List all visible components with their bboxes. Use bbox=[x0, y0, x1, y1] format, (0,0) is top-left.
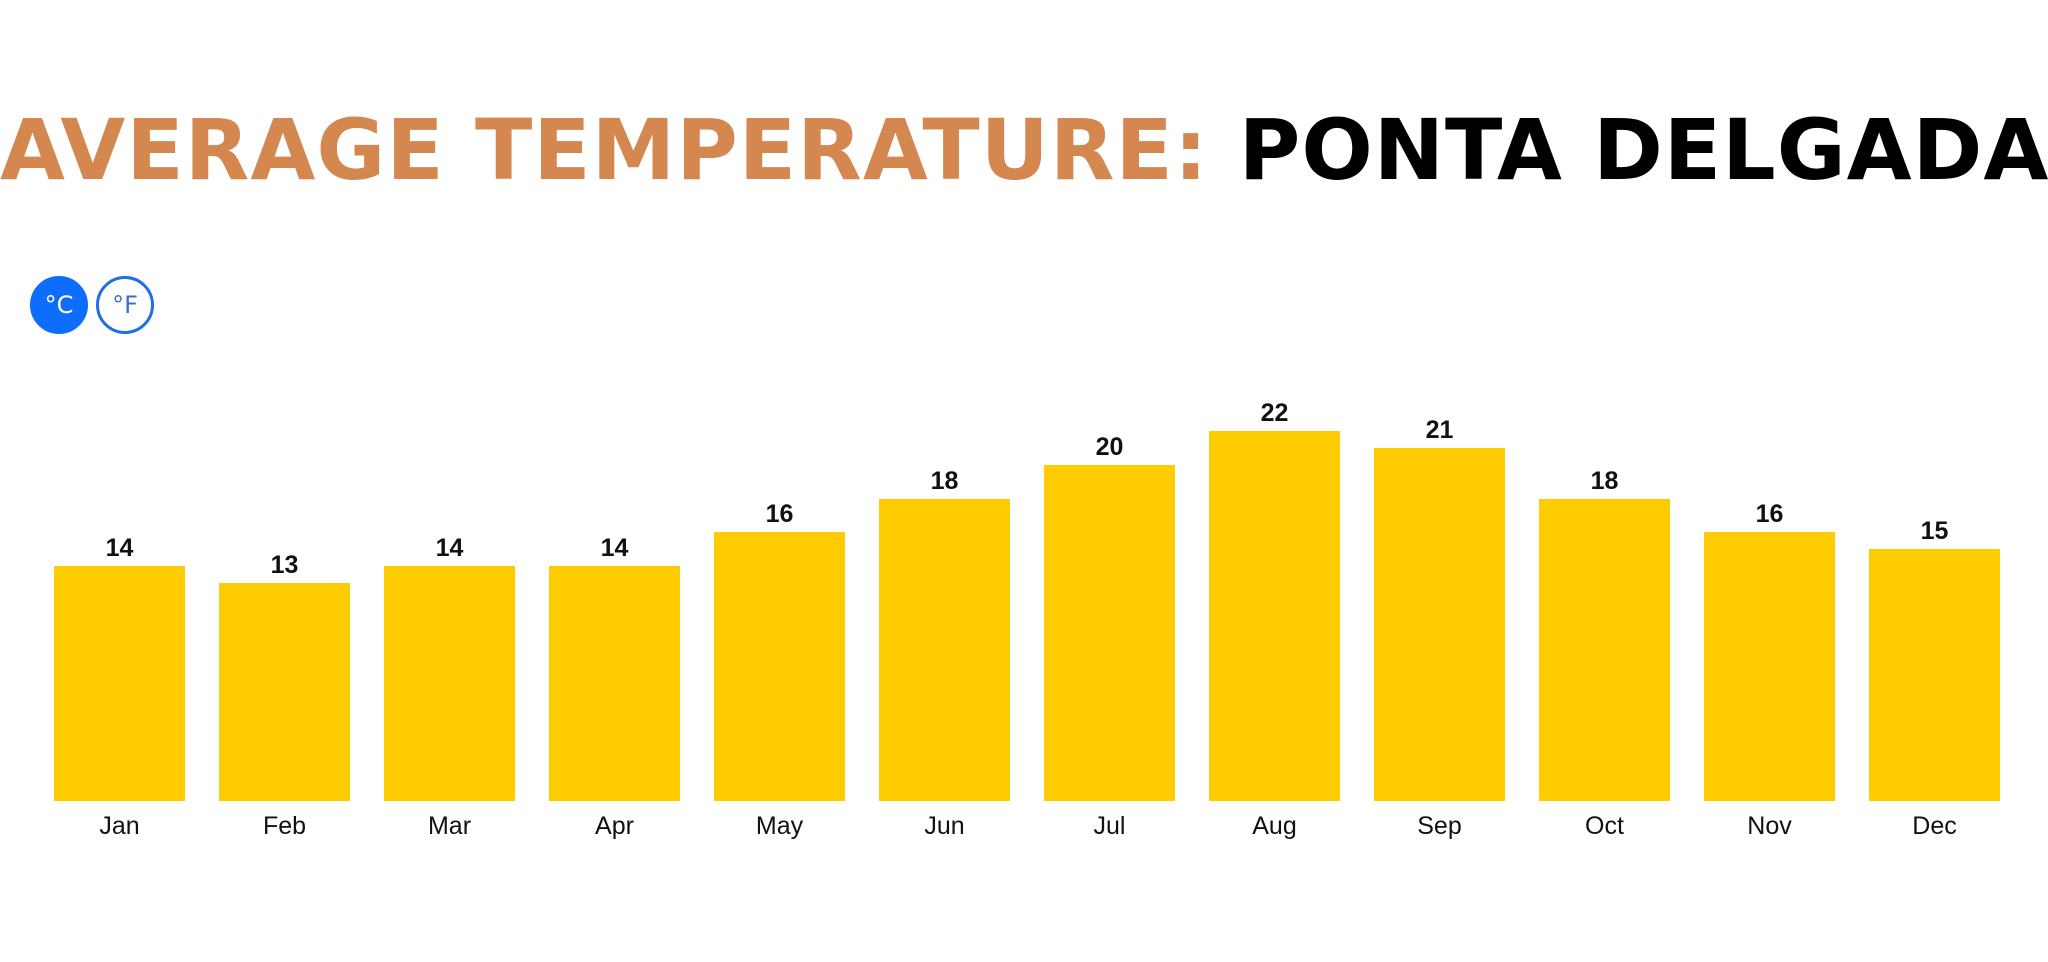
bar-value-label: 14 bbox=[105, 534, 134, 562]
x-axis-label: Aug bbox=[1252, 812, 1297, 840]
bar-apr[interactable] bbox=[549, 566, 680, 801]
bar-sep[interactable] bbox=[1374, 448, 1505, 801]
bar-value-label: 14 bbox=[435, 534, 464, 562]
bar-value-label: 21 bbox=[1425, 416, 1454, 444]
celsius-button[interactable]: °C bbox=[30, 276, 88, 334]
bar-jun[interactable] bbox=[879, 499, 1010, 801]
unit-toggle: °C °F bbox=[30, 276, 154, 334]
bar-value-label: 15 bbox=[1920, 517, 1949, 545]
x-axis-label: Sep bbox=[1417, 812, 1462, 840]
x-axis-label: May bbox=[755, 812, 804, 840]
title-place: PONTA DELGADA bbox=[1238, 101, 2048, 199]
fahrenheit-button[interactable]: °F bbox=[96, 276, 154, 334]
bar-oct[interactable] bbox=[1539, 499, 1670, 801]
x-axis-label: Feb bbox=[262, 812, 307, 840]
bar-value-label: 18 bbox=[1590, 467, 1619, 495]
x-axis-label: Jul bbox=[1093, 812, 1126, 840]
bar-value-label: 13 bbox=[270, 551, 299, 579]
bar-nov[interactable] bbox=[1704, 532, 1835, 801]
bar-jul[interactable] bbox=[1044, 465, 1175, 801]
bar-dec[interactable] bbox=[1869, 549, 2000, 801]
bar-value-label: 22 bbox=[1260, 399, 1289, 427]
bar-jan[interactable] bbox=[54, 566, 185, 801]
bar-value-label: 14 bbox=[600, 534, 629, 562]
bar-feb[interactable] bbox=[219, 583, 350, 801]
page-title: AVERAGE TEMPERATURE: PONTA DELGADA bbox=[0, 100, 2048, 200]
x-axis-label: Nov bbox=[1747, 812, 1792, 840]
x-axis-label: Mar bbox=[427, 812, 472, 840]
x-axis-label: Jun bbox=[924, 812, 965, 840]
bar-may[interactable] bbox=[714, 532, 845, 801]
x-axis-label: Dec bbox=[1912, 812, 1957, 840]
title-accent: AVERAGE TEMPERATURE: bbox=[0, 101, 1209, 199]
bar-value-label: 18 bbox=[930, 467, 959, 495]
x-axis-label: Jan bbox=[99, 812, 140, 840]
bar-value-label: 16 bbox=[1755, 500, 1784, 528]
bar-value-label: 20 bbox=[1095, 433, 1124, 461]
bar-aug[interactable] bbox=[1209, 431, 1340, 801]
bar-value-label: 16 bbox=[765, 500, 794, 528]
x-axis-label: Oct bbox=[1585, 812, 1624, 840]
x-axis-label: Apr bbox=[595, 812, 634, 840]
bar-mar[interactable] bbox=[384, 566, 515, 801]
